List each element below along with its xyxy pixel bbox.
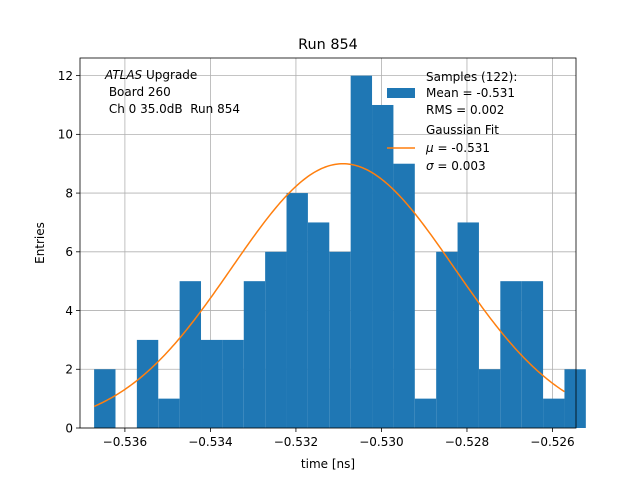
chart-title: Run 854	[298, 37, 358, 53]
legend-mu-symbol: μ	[425, 141, 434, 155]
histogram-bar-5	[201, 339, 223, 428]
x-tick-label-0: −0.536	[103, 435, 147, 449]
y-tick-label-3: 6	[65, 245, 73, 259]
histogram-bar-11	[329, 251, 351, 428]
histogram-bar-14	[393, 163, 415, 428]
histogram-bar-12	[350, 75, 373, 428]
x-tick-label-3: −0.530	[359, 435, 403, 449]
histogram-bar-9	[286, 193, 308, 428]
y-tick-label-1: 2	[65, 363, 73, 377]
annotation-line-1: ATLAS Upgrade	[104, 68, 197, 82]
atlas-annotation: ATLAS Upgrade Board 260 Ch 0 35.0dB Run …	[104, 68, 240, 116]
histogram-bar-20	[521, 281, 544, 428]
legend-mu-value: = -0.531	[434, 141, 490, 155]
histogram-bar-8	[265, 251, 287, 428]
histogram-bar-7	[243, 281, 266, 428]
legend-samples-line-1: Samples (122):	[426, 70, 517, 84]
x-tick-label-4: −0.528	[445, 435, 489, 449]
legend-samples-line-2: Mean = -0.531	[426, 86, 515, 100]
histogram-bar-17	[457, 222, 479, 428]
x-tick-label-1: −0.534	[188, 435, 232, 449]
gaussian-fit-curve	[93, 162, 565, 408]
y-axis-ticks: 0 2 4 6 8 10 12	[58, 69, 80, 435]
y-tick-label-6: 12	[58, 69, 73, 83]
histogram-bar-16	[436, 251, 458, 428]
histogram-bar-10	[307, 222, 330, 428]
histogram-bar-13	[372, 104, 394, 428]
y-tick-label-2: 4	[65, 304, 73, 318]
legend-samples-line-3: RMS = 0.002	[426, 103, 504, 117]
legend-samples-swatch	[387, 88, 415, 98]
legend-gauss-mu: μ = -0.531	[425, 141, 490, 155]
y-tick-label-0: 0	[65, 421, 73, 435]
annotation-line-3: Ch 0 35.0dB Run 854	[105, 102, 240, 116]
annotation-line-2: Board 260	[105, 85, 171, 99]
histogram-bar-22	[564, 369, 586, 428]
legend-gauss-title: Gaussian Fit	[426, 123, 499, 137]
histogram-bar-3	[158, 398, 180, 428]
x-axis-label: time [ns]	[301, 457, 355, 471]
annotation-upgrade: Upgrade	[142, 68, 197, 82]
x-tick-label-5: −0.526	[530, 435, 574, 449]
histogram-bar-0	[94, 369, 116, 428]
y-axis-label: Entries	[33, 222, 47, 264]
annotation-atlas: ATLAS	[104, 68, 143, 82]
legend-gauss-sigma: σ = 0.003	[426, 159, 486, 173]
histogram-bar-19	[500, 281, 522, 428]
legend-sigma-value: = 0.003	[434, 159, 486, 173]
histogram-bar-21	[543, 398, 565, 428]
legend-sigma-symbol: σ	[426, 159, 434, 173]
y-tick-label-5: 10	[58, 128, 73, 142]
histogram-bar-18	[478, 369, 501, 428]
histogram-bar-15	[414, 398, 437, 428]
histogram-bar-2	[136, 339, 159, 428]
histogram-bar-4	[179, 281, 202, 428]
x-tick-label-2: −0.532	[274, 435, 318, 449]
legend: Samples (122): Mean = -0.531 RMS = 0.002…	[387, 70, 517, 173]
x-axis-ticks: −0.536 −0.534 −0.532 −0.530 −0.528 −0.526	[103, 428, 575, 449]
axes-frame	[79, 57, 577, 429]
histogram-bar-6	[222, 339, 244, 428]
y-tick-label-4: 8	[65, 186, 73, 200]
